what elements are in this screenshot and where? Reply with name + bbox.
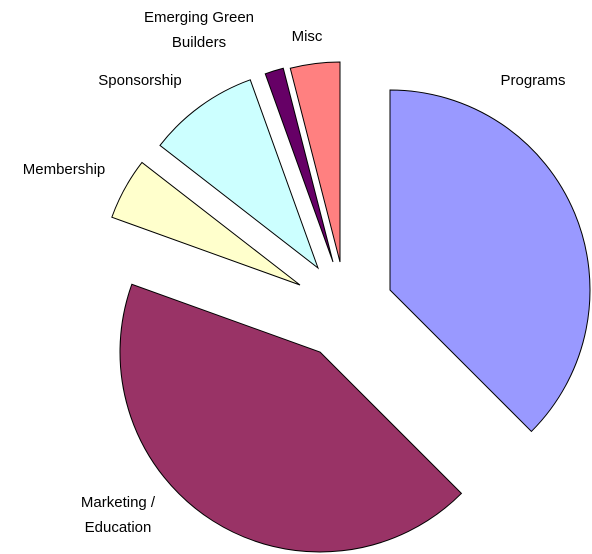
slice-label: Emerging Green Builders bbox=[143, 9, 255, 51]
pie-slice bbox=[289, 61, 341, 263]
pie-slice bbox=[119, 283, 463, 553]
pie-slice bbox=[264, 67, 334, 263]
slice-label: Membership bbox=[22, 161, 106, 178]
slice-label: Programs bbox=[500, 72, 566, 89]
slice-label: Sponsorship bbox=[98, 72, 182, 89]
slice-label: Marketing / Education bbox=[80, 494, 156, 536]
pie-slice bbox=[389, 89, 591, 433]
slice-label: Misc bbox=[291, 28, 323, 45]
pie-slice bbox=[111, 161, 301, 286]
pie-slice bbox=[159, 79, 320, 270]
